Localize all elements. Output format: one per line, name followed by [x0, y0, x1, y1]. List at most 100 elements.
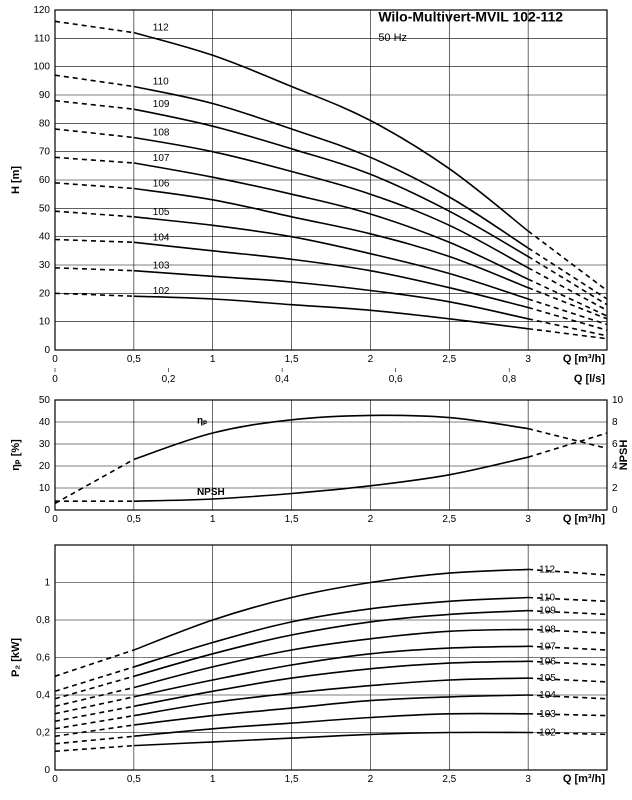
curve-dashed [55, 650, 134, 676]
x-tick: 3 [525, 774, 531, 785]
y-axis-label-left: ηₚ [%] [10, 439, 22, 471]
curve-solid [134, 33, 528, 231]
curve-dashed [55, 688, 134, 707]
curve-dashed [55, 211, 134, 217]
x-tick: 2,5 [442, 354, 456, 365]
y-tick: 20 [39, 288, 51, 299]
y-tick: 0,6 [36, 653, 50, 664]
x-axis-label: Q [m³/h] [563, 513, 605, 525]
y-tick: 60 [39, 175, 51, 186]
x-tick: 1 [210, 774, 216, 785]
series-label: 104 [539, 690, 556, 701]
x-tick: 1,5 [285, 514, 299, 525]
chart-power: 00,20,40,60,8100,511,522,53Q [m³/h]P₂ [k… [10, 545, 607, 785]
y-tick: 40 [39, 232, 51, 243]
series-label: 110 [153, 77, 169, 88]
x-tick: 3 [525, 354, 531, 365]
curve-solid [134, 457, 528, 501]
chart-title: Wilo-Multivert-MVIL 102-112 [378, 8, 563, 24]
y-tick-left: 10 [39, 483, 51, 494]
curve-dashed [55, 706, 134, 721]
y-axis-label-right: NPSH [618, 440, 630, 471]
series-label: 104 [153, 232, 170, 243]
y-tick-left: 0 [44, 505, 50, 516]
x-tick: 1 [210, 514, 216, 525]
y-tick-left: 30 [39, 439, 51, 450]
y-tick: 0,2 [36, 728, 50, 739]
pump-curves-figure: 010203040506070809010011012000,511,522,5… [0, 0, 632, 800]
y-tick: 0 [44, 345, 50, 356]
curve-solid [134, 569, 528, 650]
x2-tick: 0,6 [389, 374, 403, 385]
curve-dashed [55, 129, 134, 138]
curve-dashed [55, 697, 134, 714]
series-label: 103 [539, 709, 556, 720]
series-label: 112 [153, 23, 169, 34]
series-label: ηₚ [197, 415, 207, 426]
x-tick: 0 [52, 354, 58, 365]
curve-dashed [55, 21, 134, 32]
curve-solid [134, 271, 528, 319]
y-tick-left: 20 [39, 461, 51, 472]
series-label: 106 [539, 656, 556, 667]
series-label: 102 [539, 728, 556, 739]
curve-dashed [55, 183, 134, 189]
x2-axis-label: Q [l/s] [574, 373, 606, 385]
y-tick: 50 [39, 203, 51, 214]
y-tick: 90 [39, 90, 51, 101]
curve-dashed [55, 746, 134, 752]
y-tick: 0 [44, 765, 50, 776]
series-label: 112 [539, 564, 555, 575]
curve-solid [134, 598, 528, 667]
curve-dashed [528, 433, 607, 457]
x-axis-label: Q [m³/h] [563, 773, 605, 785]
x-tick: 0 [52, 514, 58, 525]
x2-tick: 0,4 [275, 374, 289, 385]
series-label: 103 [153, 261, 170, 272]
y-tick: 110 [34, 33, 50, 44]
series-label: 109 [539, 606, 556, 617]
y-tick-right: 0 [612, 505, 618, 516]
curve-dashed [528, 329, 607, 339]
series-label: 105 [153, 207, 170, 218]
chart-eff-npsh: 01020304050024681000,511,522,53Q [m³/h]η… [10, 395, 630, 525]
series-label: 109 [153, 99, 170, 110]
curve-dashed [55, 240, 134, 243]
x-tick: 2 [368, 514, 374, 525]
y-axis-label: H [m] [10, 166, 22, 194]
curve-dashed [528, 429, 607, 449]
x-tick: 2 [368, 774, 374, 785]
x-axis-label: Q [m³/h] [563, 353, 605, 365]
y-tick-right: 2 [612, 483, 618, 494]
curve-dashed [55, 75, 134, 86]
x-tick: 2,5 [442, 514, 456, 525]
y-tick: 0,8 [36, 615, 50, 626]
x2-tick: 0,8 [502, 374, 516, 385]
curve-solid [134, 732, 528, 745]
series-label: 107 [539, 641, 556, 652]
x2-tick: 0,2 [162, 374, 176, 385]
charts-svg: 010203040506070809010011012000,511,522,5… [0, 0, 632, 800]
y-tick-left: 40 [39, 417, 51, 428]
curve-solid [134, 296, 528, 329]
x-tick: 0,5 [127, 514, 141, 525]
chart-head: 010203040506070809010011012000,511,522,5… [10, 5, 607, 385]
y-tick: 80 [39, 118, 51, 129]
series-label: 105 [539, 673, 556, 684]
y-tick: 120 [33, 5, 50, 16]
x-tick: 2 [368, 354, 374, 365]
curve-dashed [55, 157, 134, 163]
y-tick: 70 [39, 147, 51, 158]
x-tick: 0,5 [127, 354, 141, 365]
x-tick: 3 [525, 514, 531, 525]
curve-dashed [528, 231, 607, 291]
y-tick-right: 8 [612, 417, 618, 428]
y-tick-right: 10 [612, 395, 624, 406]
y-tick: 10 [39, 317, 51, 328]
curve-dashed [55, 736, 134, 743]
x-tick: 1,5 [285, 774, 299, 785]
x-tick: 2,5 [442, 774, 456, 785]
series-label: 108 [153, 128, 170, 139]
series-label: 102 [153, 286, 170, 297]
y-tick-left: 50 [39, 395, 51, 406]
